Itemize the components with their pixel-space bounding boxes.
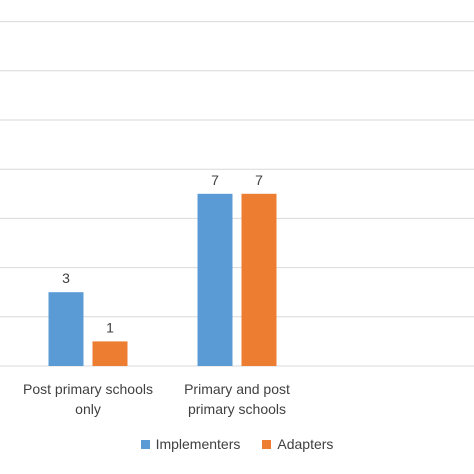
legend-label-adapters: Adapters <box>277 436 334 452</box>
legend: Implementers Adapters <box>0 436 474 452</box>
x-tick-label-0-line-1: only <box>75 401 101 417</box>
data-label-adapters-0: 1 <box>106 319 114 335</box>
legend-item-implementers: Implementers <box>140 436 241 452</box>
legend-swatch-adapters <box>262 439 272 449</box>
data-label-adapters-1: 7 <box>255 172 263 188</box>
bar-implementers-1 <box>197 193 233 366</box>
legend-label-implementers: Implementers <box>155 436 241 452</box>
x-tick-label-1-line-0: Primary and post <box>184 381 290 397</box>
bars <box>48 193 277 366</box>
data-labels: 3 1 7 7 <box>62 172 263 336</box>
x-axis-tick-labels: Post primary schools only Primary and post… <box>23 381 290 417</box>
data-label-implementers-1: 7 <box>211 172 219 188</box>
data-label-implementers-0: 3 <box>62 270 70 286</box>
legend-swatch-implementers <box>140 439 150 449</box>
legend-item-adapters: Adapters <box>262 436 333 452</box>
x-tick-label-1-line-1: primary schools <box>188 401 286 417</box>
bar-adapters-0 <box>92 341 128 366</box>
bar-implementers-0 <box>48 292 84 366</box>
x-tick-label-0-line-0: Post primary schools <box>23 381 153 397</box>
bar-adapters-1 <box>241 193 277 366</box>
